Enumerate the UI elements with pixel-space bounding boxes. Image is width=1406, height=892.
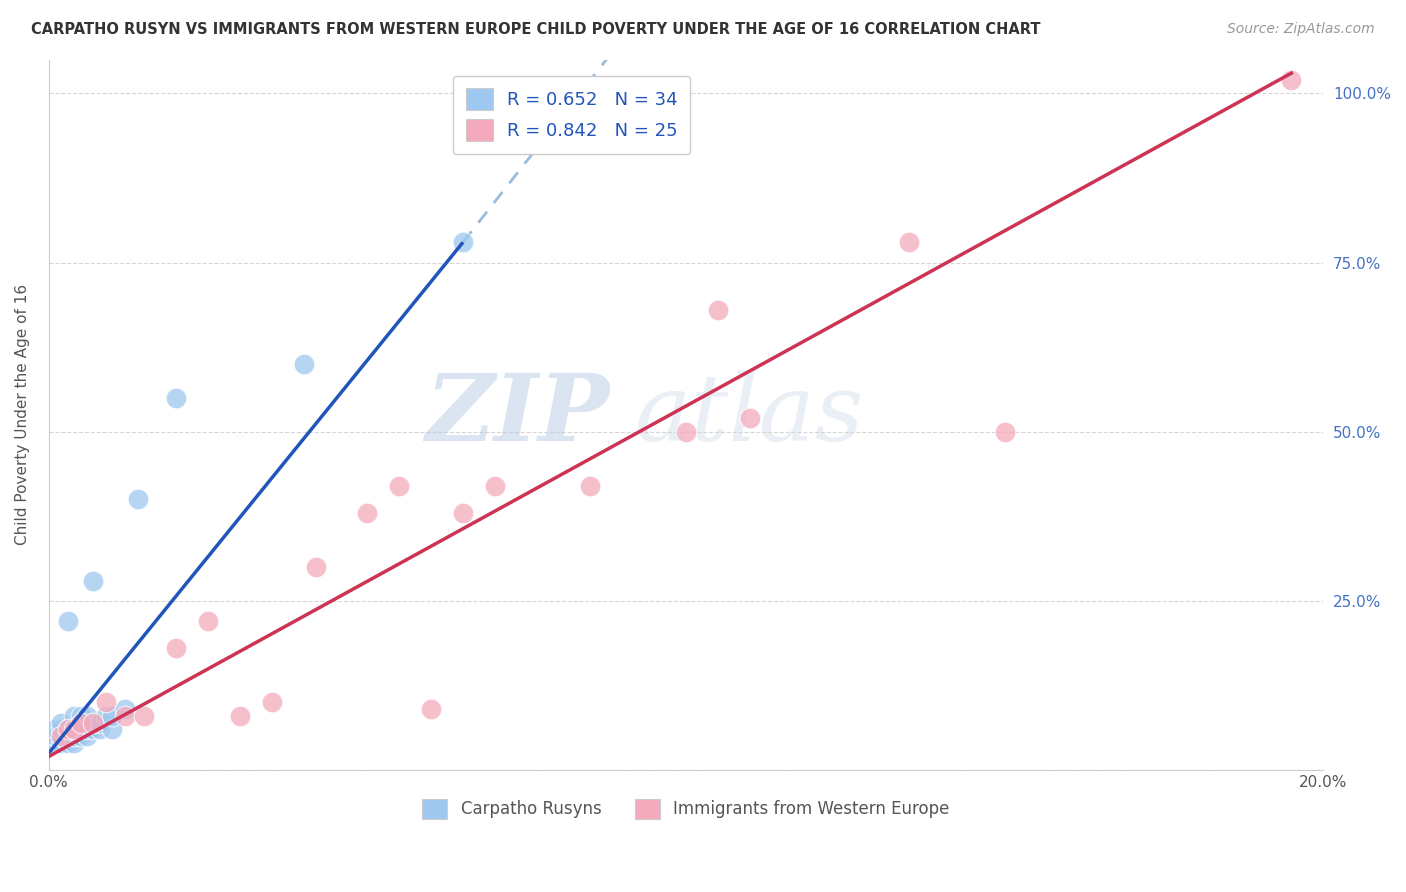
Point xyxy=(44,736,66,750)
Legend: Carpatho Rusyns, Immigrants from Western Europe: Carpatho Rusyns, Immigrants from Western… xyxy=(416,792,956,826)
Point xyxy=(451,506,474,520)
Point xyxy=(56,729,79,743)
Point xyxy=(56,723,79,737)
Point xyxy=(51,723,73,737)
Point xyxy=(484,479,506,493)
Point xyxy=(451,235,474,250)
Point xyxy=(127,492,149,507)
Point xyxy=(63,723,86,737)
Point xyxy=(579,479,602,493)
Point xyxy=(51,729,73,743)
Point xyxy=(63,709,86,723)
Point xyxy=(165,391,187,405)
Point xyxy=(305,560,328,574)
Point xyxy=(56,614,79,628)
Point xyxy=(101,709,124,723)
Point xyxy=(69,715,91,730)
Point xyxy=(707,302,730,317)
Point xyxy=(738,411,761,425)
Point xyxy=(56,736,79,750)
Point xyxy=(69,723,91,737)
Point xyxy=(134,709,156,723)
Point xyxy=(56,723,79,737)
Point xyxy=(356,506,378,520)
Point xyxy=(82,574,104,588)
Point xyxy=(51,729,73,743)
Point xyxy=(1281,73,1303,87)
Y-axis label: Child Poverty Under the Age of 16: Child Poverty Under the Age of 16 xyxy=(15,285,30,545)
Point xyxy=(51,715,73,730)
Point xyxy=(101,723,124,737)
Point xyxy=(63,729,86,743)
Point xyxy=(94,709,117,723)
Point xyxy=(89,715,111,730)
Text: ZIP: ZIP xyxy=(425,370,610,459)
Point xyxy=(69,709,91,723)
Point xyxy=(76,723,98,737)
Point xyxy=(44,723,66,737)
Text: CARPATHO RUSYN VS IMMIGRANTS FROM WESTERN EUROPE CHILD POVERTY UNDER THE AGE OF : CARPATHO RUSYN VS IMMIGRANTS FROM WESTER… xyxy=(31,22,1040,37)
Point xyxy=(63,723,86,737)
Point xyxy=(69,715,91,730)
Point xyxy=(388,479,411,493)
Point xyxy=(82,715,104,730)
Point xyxy=(44,729,66,743)
Point xyxy=(63,736,86,750)
Point xyxy=(675,425,697,439)
Point xyxy=(898,235,921,250)
Point xyxy=(76,709,98,723)
Point xyxy=(260,695,283,709)
Point xyxy=(165,641,187,656)
Point xyxy=(292,357,315,371)
Point xyxy=(82,723,104,737)
Text: Source: ZipAtlas.com: Source: ZipAtlas.com xyxy=(1227,22,1375,37)
Point xyxy=(69,729,91,743)
Point xyxy=(76,729,98,743)
Point xyxy=(94,695,117,709)
Point xyxy=(114,702,136,716)
Point xyxy=(994,425,1017,439)
Point xyxy=(420,702,443,716)
Point xyxy=(229,709,252,723)
Point xyxy=(114,709,136,723)
Text: atlas: atlas xyxy=(636,370,865,459)
Point xyxy=(89,723,111,737)
Point xyxy=(197,614,219,628)
Point xyxy=(51,736,73,750)
